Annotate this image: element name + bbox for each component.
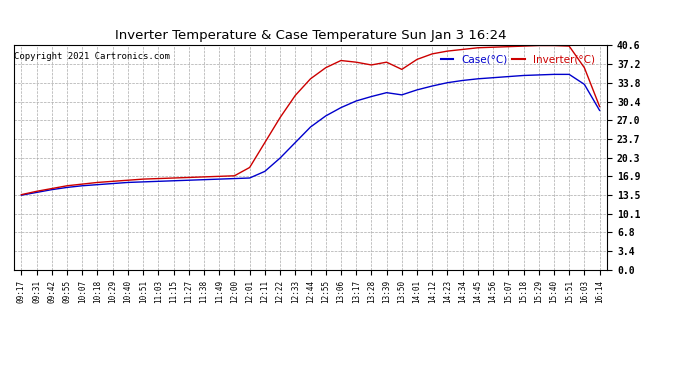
Title: Inverter Temperature & Case Temperature Sun Jan 3 16:24: Inverter Temperature & Case Temperature … <box>115 30 506 42</box>
Legend: Case(°C), Inverter(°C): Case(°C), Inverter(°C) <box>437 50 599 69</box>
Text: Copyright 2021 Cartronics.com: Copyright 2021 Cartronics.com <box>14 52 170 61</box>
